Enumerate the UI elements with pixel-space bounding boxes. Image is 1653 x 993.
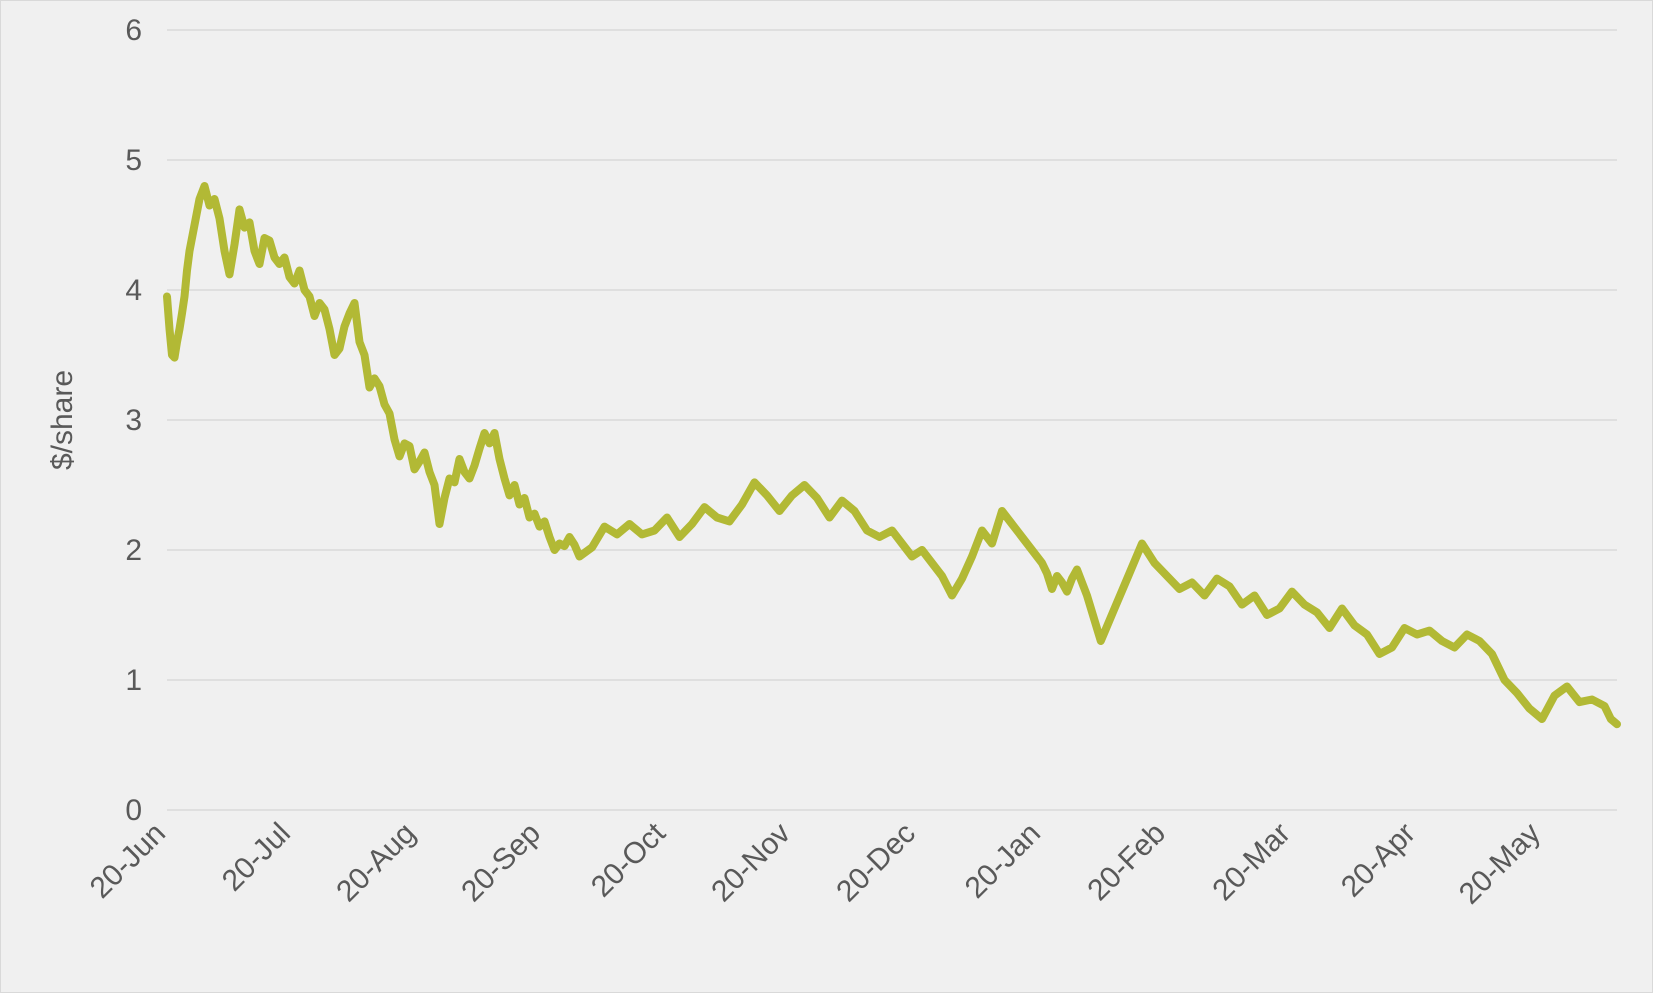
y-tick-label: 3 xyxy=(125,404,142,437)
chart-svg: 0123456$/share20-Jun20-Jul20-Aug20-Sep20… xyxy=(0,0,1653,993)
price-chart: 0123456$/share20-Jun20-Jul20-Aug20-Sep20… xyxy=(0,0,1653,993)
y-tick-label: 2 xyxy=(125,534,142,567)
y-tick-label: 1 xyxy=(125,664,142,697)
y-axis-label: $/share xyxy=(46,370,79,470)
y-tick-label: 0 xyxy=(125,794,142,827)
y-tick-label: 4 xyxy=(125,274,142,307)
y-tick-label: 5 xyxy=(125,144,142,177)
y-tick-label: 6 xyxy=(125,14,142,47)
